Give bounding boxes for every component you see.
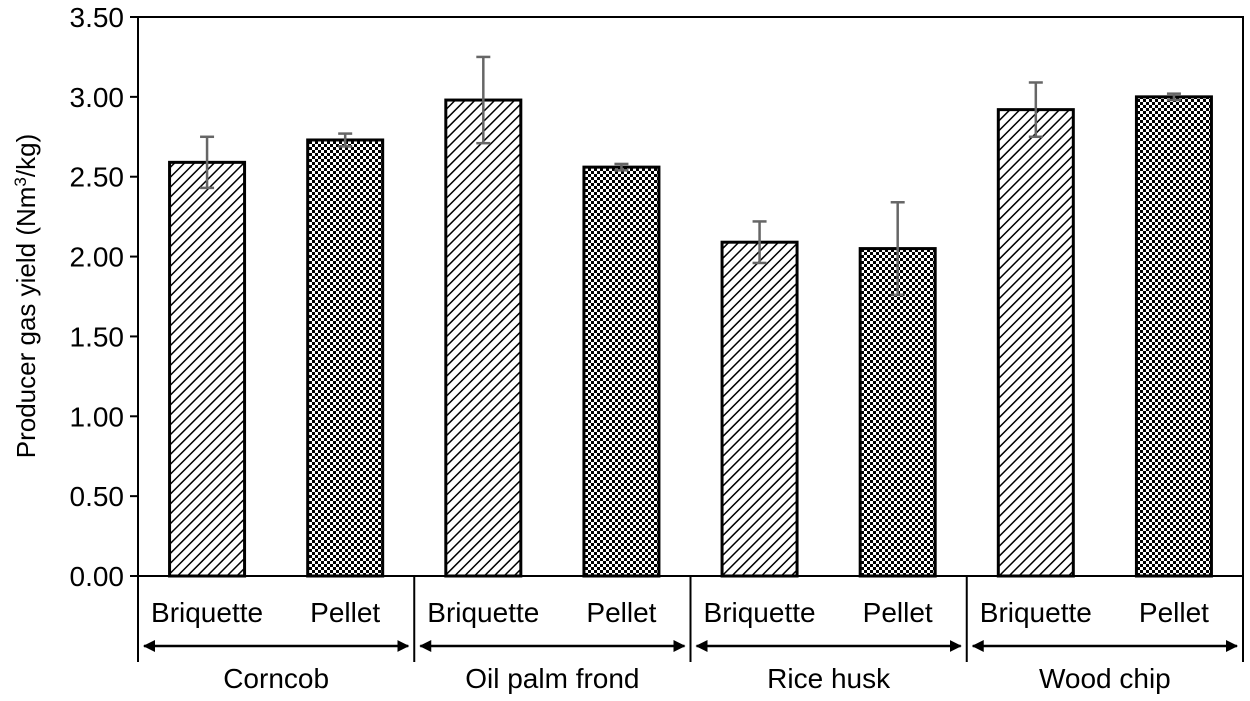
x-category-label: Briquette [704, 597, 816, 628]
bar-rice-husk-briquette [720, 240, 799, 578]
bar-rice-husk-pellet [858, 247, 937, 578]
x-category-label: Pellet [310, 597, 380, 628]
y-tick-label: 1.00 [70, 401, 125, 432]
y-tick-label: 1.50 [70, 321, 125, 352]
y-axis: 0.00 0.50 1.00 1.50 2.00 2.50 3.00 3.50 [70, 2, 138, 592]
bar-oil-palm-frond-briquette [444, 98, 523, 578]
y-axis-title: Producer gas yield (Nm3/kg) [11, 134, 42, 458]
plot-frame [137, 16, 1244, 577]
y-axis-title-main: Producer gas yield (Nm [11, 187, 41, 459]
error-bar [1028, 81, 1043, 139]
group-label: Rice husk [767, 663, 891, 694]
error-bar [752, 220, 767, 265]
y-axis-title-suffix: /kg) [11, 134, 41, 177]
x-category-label: Briquette [980, 597, 1092, 628]
error-bar [476, 55, 491, 145]
x-category-label: Pellet [1139, 597, 1209, 628]
group-label: Oil palm frond [465, 663, 639, 694]
bar-oil-palm-frond-pellet [582, 165, 661, 578]
y-tick-label: 0.50 [70, 481, 125, 512]
error-bars [200, 55, 1181, 297]
group-label: Corncob [223, 663, 329, 694]
x-category-label: Briquette [151, 597, 263, 628]
y-tick-label: 2.50 [70, 162, 125, 193]
x-axis: Briquette Pellet Briquette Pellet Briquette P… [137, 576, 1244, 694]
y-tick-label: 2.00 [70, 242, 125, 273]
bar-wood-chip-pellet [1134, 95, 1213, 578]
group-label: Wood chip [1039, 663, 1171, 694]
y-tick-label: 3.50 [70, 2, 125, 33]
x-category-label: Briquette [427, 597, 539, 628]
y-tick-label: 0.00 [70, 561, 125, 592]
y-axis-title-superscript: 3 [11, 177, 30, 186]
x-category-label: Pellet [586, 597, 656, 628]
error-bar [1166, 92, 1181, 102]
bar-corncob-pellet [306, 138, 385, 578]
bar-corncob-briquette [168, 160, 247, 578]
error-bar [614, 162, 629, 172]
bar-wood-chip-briquette [996, 108, 1075, 578]
bars [168, 95, 1213, 578]
y-tick-label: 3.00 [70, 82, 125, 113]
error-bar [338, 132, 353, 148]
x-category-label: Pellet [863, 597, 933, 628]
error-bar [200, 135, 215, 190]
error-bar [890, 201, 905, 297]
